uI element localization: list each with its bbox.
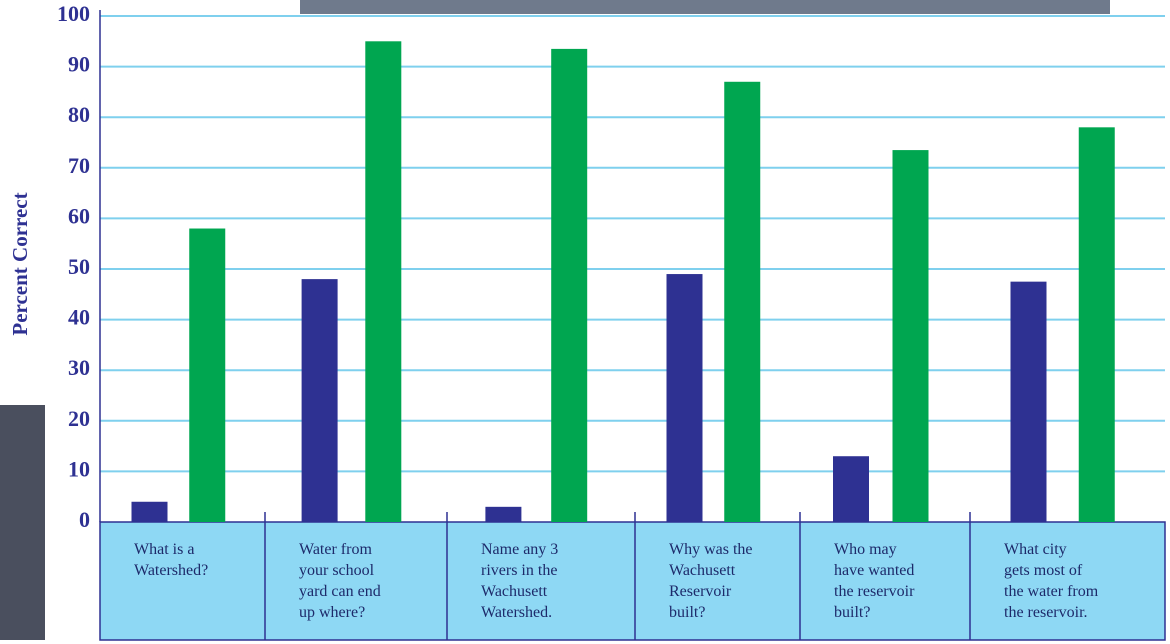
bar: [892, 150, 929, 522]
x-tick-label: your school: [299, 562, 375, 579]
x-tick-label: yard can end: [299, 583, 381, 600]
bar: [1010, 281, 1047, 522]
y-tick-label: 40: [68, 305, 90, 330]
photo-strip: [0, 405, 45, 640]
y-tick-label: 20: [68, 406, 90, 431]
y-tick-label: 90: [68, 52, 90, 77]
y-tick-label: 10: [68, 456, 90, 481]
photo-strip: [300, 0, 1110, 14]
x-tick-label: Wachusett: [669, 562, 736, 579]
y-tick-label: 80: [68, 102, 90, 127]
x-tick-label: What is a: [134, 541, 194, 558]
y-tick-label: 60: [68, 203, 90, 228]
x-tick-label: Reservoir: [669, 583, 732, 600]
x-tick-label: What city: [1004, 541, 1067, 558]
x-tick-label: built?: [834, 604, 870, 621]
x-tick-label: Name any 3: [481, 541, 558, 558]
bar: [833, 456, 869, 522]
x-tick-label: Why was the: [669, 541, 753, 558]
y-axis-title: Percent Correct: [8, 192, 32, 335]
bar: [365, 41, 402, 523]
bar: [666, 274, 703, 522]
bar: [131, 501, 168, 522]
x-tick-label: Watershed.: [481, 604, 552, 621]
x-tick-label: the reservoir: [834, 583, 915, 600]
x-tick-label: the water from: [1004, 583, 1099, 600]
x-tick-label: the reservoir.: [1004, 604, 1088, 621]
y-tick-label: 70: [68, 153, 90, 178]
bar: [485, 506, 522, 522]
x-tick-label: up where?: [299, 604, 365, 621]
bar: [189, 228, 226, 522]
x-tick-label: gets most of: [1004, 562, 1083, 579]
y-tick-label: 50: [68, 254, 90, 279]
x-tick-label: have wanted: [834, 562, 914, 579]
bar: [1078, 127, 1115, 522]
category-box: [99, 521, 1166, 641]
x-tick-label: Water from: [299, 541, 372, 558]
bar: [724, 81, 761, 522]
x-tick-label: rivers in the: [481, 562, 557, 579]
x-tick-label: Who may: [834, 541, 897, 558]
bar: [551, 48, 588, 522]
y-tick-label: 0: [79, 507, 90, 532]
x-tick-label: Watershed?: [134, 562, 208, 579]
x-tick-label: Wachusett: [481, 583, 548, 600]
y-tick-label: 100: [57, 1, 90, 26]
bar: [301, 279, 338, 522]
x-tick-label: built?: [669, 604, 705, 621]
y-tick-label: 30: [68, 355, 90, 380]
